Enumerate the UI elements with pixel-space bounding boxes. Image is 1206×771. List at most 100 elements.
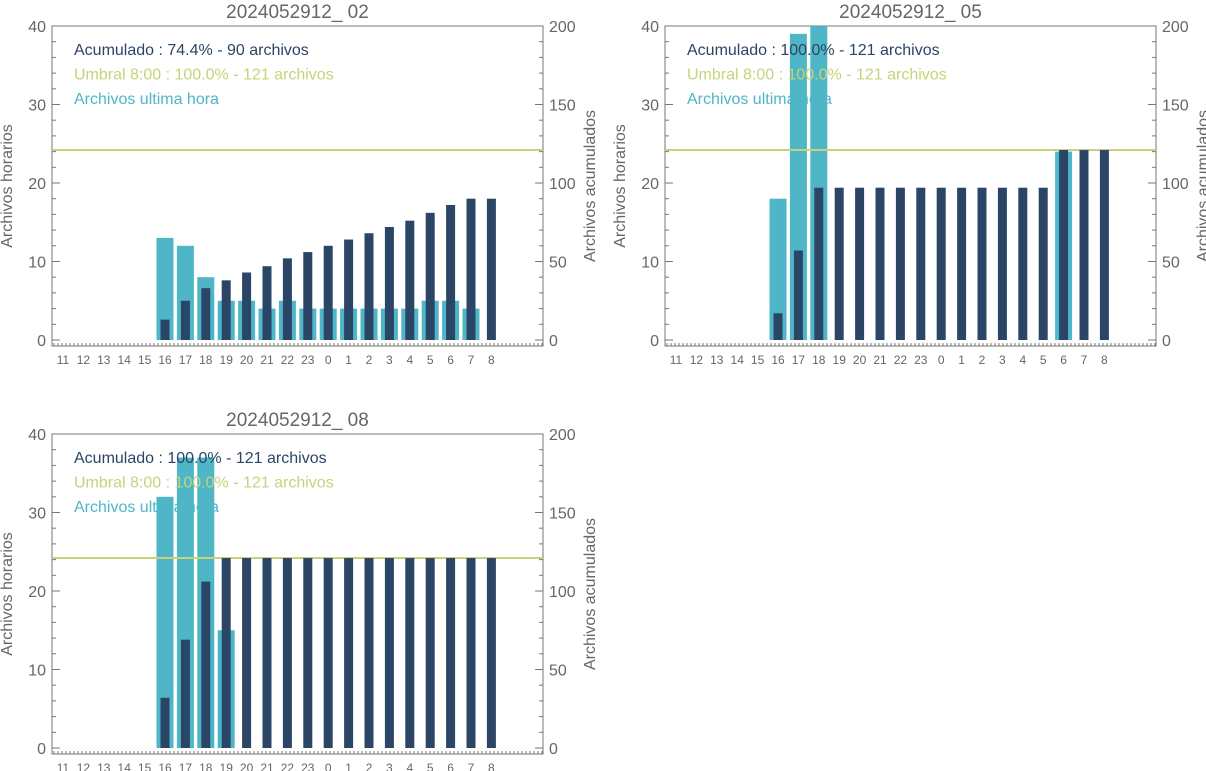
cumulative-bar [814, 187, 824, 340]
left-y-tick-label: 30 [28, 506, 46, 523]
x-tick-label: 18 [812, 353, 826, 367]
x-tick-label: 13 [710, 353, 724, 367]
legend-entry: Archivos ultima hora [74, 91, 219, 108]
x-tick-label: 4 [1019, 353, 1026, 367]
left-y-tick-label: 40 [28, 19, 46, 36]
cumulative-bar [384, 558, 394, 748]
x-tick-label: 12 [77, 761, 91, 771]
cumulative-bar [425, 558, 435, 748]
x-tick-label: 8 [488, 761, 495, 771]
x-tick-label: 23 [301, 761, 315, 771]
x-tick-label: 0 [325, 761, 332, 771]
x-tick-label: 2 [366, 761, 373, 771]
x-tick-label: 13 [97, 761, 111, 771]
left-y-axis-title: Archivos horarios [612, 124, 629, 248]
cumulative-bar [834, 187, 844, 340]
x-tick-label: 15 [138, 761, 152, 771]
left-y-tick-label: 20 [28, 584, 46, 601]
left-y-tick-label: 0 [37, 333, 46, 350]
left-y-tick-label: 40 [641, 19, 659, 36]
cumulative-bar [384, 226, 394, 340]
x-tick-label: 17 [179, 353, 193, 367]
right-y-tick-label: 200 [549, 427, 576, 444]
left-y-tick-label: 20 [28, 176, 46, 193]
cumulative-bar [957, 187, 967, 340]
left-y-tick-label: 40 [28, 427, 46, 444]
legend-entry: Archivos ultima hora [74, 499, 219, 516]
x-tick-label: 15 [751, 353, 765, 367]
cumulative-bar [221, 280, 231, 340]
cumulative-bar [282, 558, 292, 748]
right-y-tick-label: 100 [549, 584, 576, 601]
x-tick-label: 21 [260, 353, 274, 367]
x-tick-label: 6 [447, 353, 454, 367]
legend-entry: Umbral 8:00 : 100.0% - 121 archivos [687, 67, 947, 84]
right-y-tick-label: 150 [549, 98, 576, 115]
right-y-tick-label: 50 [549, 255, 567, 272]
cumulative-bar [201, 288, 211, 340]
x-tick-label: 12 [77, 353, 91, 367]
x-tick-label: 17 [179, 761, 193, 771]
x-tick-label: 0 [325, 353, 332, 367]
right-y-axis-title: Archivos acumulados [582, 110, 599, 262]
x-tick-label: 12 [690, 353, 704, 367]
cumulative-bar [323, 558, 333, 748]
right-y-tick-label: 100 [1162, 176, 1189, 193]
x-tick-label: 7 [1081, 353, 1088, 367]
x-tick-label: 4 [406, 353, 413, 367]
x-tick-label: 20 [240, 353, 254, 367]
x-tick-label: 7 [468, 353, 475, 367]
left-y-tick-label: 10 [28, 663, 46, 680]
cumulative-bar [875, 187, 885, 340]
x-tick-label: 0 [938, 353, 945, 367]
cumulative-bar [364, 233, 374, 340]
cumulative-bar [221, 558, 231, 748]
x-tick-label: 22 [281, 761, 295, 771]
x-tick-label: 8 [1101, 353, 1108, 367]
left-y-tick-label: 0 [650, 333, 659, 350]
cumulative-bar [1079, 150, 1089, 340]
cumulative-bar [180, 639, 190, 748]
cumulative-bar [977, 187, 987, 340]
cumulative-bar [303, 252, 313, 340]
x-tick-label: 3 [999, 353, 1006, 367]
cumulative-bar [1038, 187, 1048, 340]
left-y-tick-label: 0 [37, 741, 46, 758]
x-tick-label: 3 [386, 353, 393, 367]
x-tick-label: 18 [199, 353, 213, 367]
x-tick-label: 7 [468, 761, 475, 771]
cumulative-bar [323, 245, 333, 340]
x-tick-label: 21 [260, 761, 274, 771]
x-tick-label: 14 [118, 353, 132, 367]
chart-panel-2: 2024052912_ 05010203040050100150200Archi… [612, 2, 1206, 367]
cumulative-bar [262, 266, 272, 340]
x-tick-label: 2 [979, 353, 986, 367]
cumulative-bar [486, 198, 496, 340]
x-tick-label: 23 [301, 353, 315, 367]
x-tick-label: 5 [427, 761, 434, 771]
cumulative-bar [466, 198, 476, 340]
chart-title: 2024052912_ 02 [226, 2, 369, 23]
cumulative-bar [997, 187, 1007, 340]
left-y-tick-label: 30 [28, 98, 46, 115]
cumulative-bar [262, 558, 272, 748]
hourly-bar [156, 237, 174, 340]
chart-panel-3: 2024052912_ 08010203040050100150200Archi… [0, 410, 599, 771]
right-y-tick-label: 200 [1162, 19, 1189, 36]
cumulative-bar [1018, 187, 1028, 340]
cumulative-bar [303, 558, 313, 748]
cumulative-bar [1059, 150, 1069, 340]
x-tick-label: 6 [447, 761, 454, 771]
x-tick-label: 22 [894, 353, 908, 367]
x-tick-label: 1 [345, 761, 352, 771]
right-y-tick-label: 100 [549, 176, 576, 193]
x-tick-label: 11 [57, 761, 70, 771]
cumulative-bar [1099, 150, 1109, 340]
x-tick-label: 6 [1060, 353, 1067, 367]
cumulative-bar [855, 187, 865, 340]
cumulative-bar [405, 220, 415, 340]
hourly-bar [156, 496, 174, 748]
legend-entry: Acumulado : 100.0% - 121 archivos [687, 42, 940, 59]
x-tick-label: 5 [427, 353, 434, 367]
